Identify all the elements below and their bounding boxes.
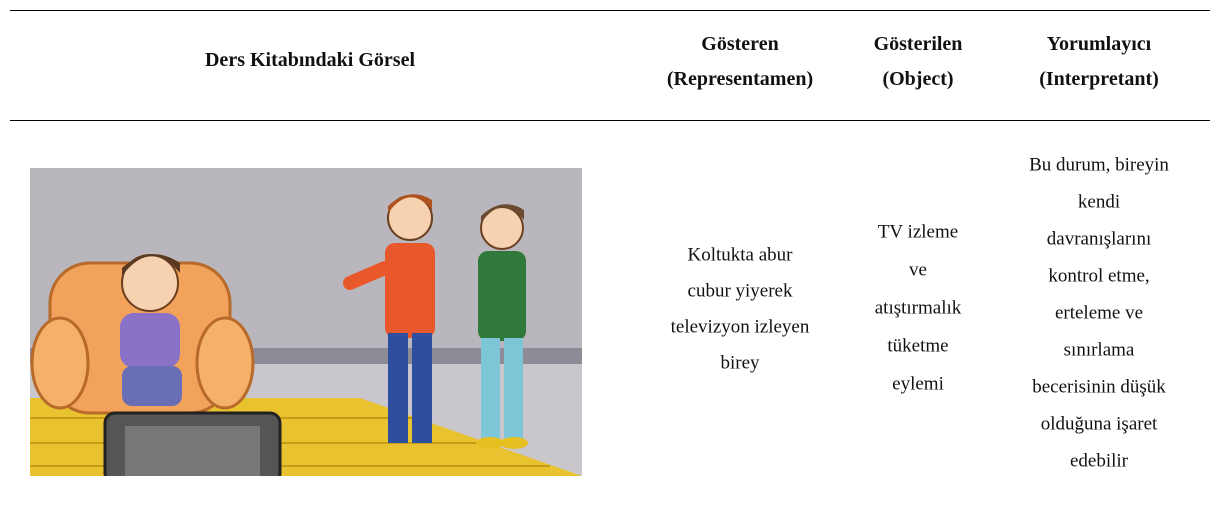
cell-text: erteleme ve: [1054, 302, 1144, 324]
cell-text: olduğuna işaret: [1040, 413, 1158, 435]
top-rule: [10, 10, 1210, 11]
cell-text: ve: [909, 259, 927, 281]
header-text: Yorumlayıcı: [1046, 33, 1152, 55]
cell-text: cubur yiyerek: [687, 280, 793, 302]
cell-text: birey: [720, 352, 760, 374]
header-text: Ders Kitabındaki Görsel: [204, 49, 416, 71]
cell-text: televizyon izleyen: [670, 316, 810, 338]
header-text: (Object): [882, 68, 954, 90]
header-rule: [10, 120, 1210, 121]
cell-text: TV izleme: [877, 221, 959, 243]
cell-text: sınırlama: [1063, 339, 1135, 361]
cell-text: atıştırmalık: [874, 297, 962, 319]
cell-text: Bu durum, bireyin: [1029, 154, 1169, 176]
header-text: (Representamen): [666, 68, 814, 90]
cell-text: edebilir: [1069, 450, 1129, 472]
header-text: Gösterilen: [873, 33, 963, 55]
cell-text: davranışlarını: [1046, 228, 1152, 250]
cell-text: kontrol etme,: [1048, 265, 1150, 287]
cell-text: Koltukta abur: [687, 244, 793, 266]
header-text: (Interpretant): [1039, 68, 1159, 90]
cell-text: kendi: [1077, 191, 1121, 213]
cell-text: becerisinin düşük: [1032, 376, 1166, 398]
header-text: Gösteren: [701, 33, 779, 55]
cell-text: tüketme: [887, 335, 949, 357]
cell-text: eylemi: [892, 373, 944, 395]
textbook-illustration: [30, 168, 582, 476]
